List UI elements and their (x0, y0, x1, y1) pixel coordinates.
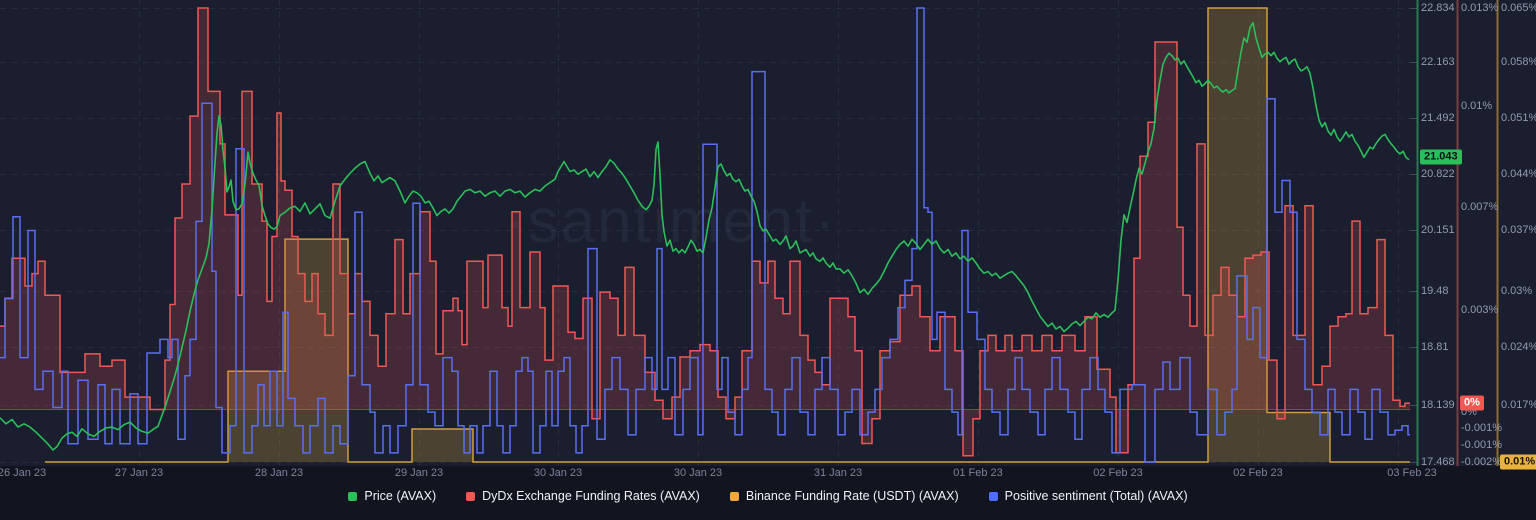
dydx-axis-tick-label: -0.001% (1461, 422, 1502, 434)
legend-label: Binance Funding Rate (USDT) (AVAX) (745, 489, 959, 503)
price-line (0, 21, 1410, 451)
x-axis-label: 02 Feb 23 (1093, 467, 1143, 479)
price-axis-tick-label: 18.81 (1421, 341, 1449, 353)
binance-axis-tick-label: 0.051% (1501, 112, 1536, 124)
x-axis-label: 03 Feb 23 (1387, 467, 1437, 479)
legend-label: Positive sentiment (Total) (AVAX) (1004, 489, 1188, 503)
price-axis-tick-label: 19.48 (1421, 285, 1449, 297)
dydx-current-value-badge: 0% (1460, 395, 1484, 411)
dydx-swatch-icon (466, 491, 476, 501)
legend-label: Price (AVAX) (364, 489, 437, 503)
binance-axis-tick-label: 0.037% (1501, 224, 1536, 236)
binance-area-fill (45, 8, 1410, 462)
binance-current-value-badge: 0.01% (1500, 454, 1536, 470)
dydx-axis-tick-label: 0.013% (1461, 2, 1499, 14)
dydx-area-fill (0, 8, 1410, 456)
dydx-axis-tick-label: -0.001% (1461, 439, 1502, 451)
price-axis-tick-label: 21.492 (1421, 112, 1455, 124)
binance-axis-tick-label: 0.03% (1501, 285, 1533, 297)
price-axis-tick-label: 20.822 (1421, 168, 1455, 180)
price-swatch-icon (348, 491, 358, 501)
binance-axis-tick-label: 0.024% (1501, 341, 1536, 353)
legend-item-price[interactable]: Price (AVAX) (348, 489, 436, 503)
dydx-line (0, 7, 1410, 457)
dydx-axis-tick-label: -0.002% (1461, 456, 1502, 468)
dydx-axis-tick-label: 0.007% (1461, 201, 1499, 213)
price-axis-tick-label: 18.139 (1421, 399, 1455, 411)
binance-axis-tick-label: 0.017% (1501, 399, 1536, 411)
legend-item-dydx-funding[interactable]: DyDx Exchange Funding Rates (AVAX) (466, 489, 700, 503)
x-axis-label: 26 Jan 23 (0, 467, 47, 479)
legend-item-binance-funding[interactable]: Binance Funding Rate (USDT) (AVAX) (729, 489, 959, 503)
price-axis-tick-label: 20.151 (1421, 224, 1455, 236)
dydx-axis-tick-label: 0.01% (1461, 100, 1493, 112)
sentiment-line (0, 7, 1410, 463)
x-axis-label: 28 Jan 23 (254, 467, 304, 479)
x-axis-label: 02 Feb 23 (1233, 467, 1283, 479)
price-axis-tick-label: 22.163 (1421, 56, 1455, 68)
legend-item-positive-sentiment[interactable]: Positive sentiment (Total) (AVAX) (988, 489, 1188, 503)
x-axis-label: 01 Feb 23 (953, 467, 1003, 479)
x-axis-label: 30 Jan 23 (533, 467, 583, 479)
price-axis-tick-label: 17.468 (1421, 456, 1455, 468)
binance-axis-tick-label: 0.058% (1501, 56, 1536, 68)
chart-canvas[interactable] (0, 0, 1536, 466)
legend-label: DyDx Exchange Funding Rates (AVAX) (482, 489, 700, 503)
x-axis-label: 27 Jan 23 (114, 467, 164, 479)
binance-swatch-icon (729, 491, 739, 501)
price-current-value-badge: 21.043 (1420, 149, 1462, 165)
binance-axis-tick-label: 0.044% (1501, 168, 1536, 180)
sentiment-swatch-icon (988, 491, 998, 501)
x-axis-label: 29 Jan 23 (394, 467, 444, 479)
binance-axis-tick-label: 0.065% (1501, 2, 1536, 14)
dydx-axis-tick-label: 0.003% (1461, 304, 1499, 316)
price-axis-tick-label: 22.834 (1421, 2, 1455, 14)
legend: Price (AVAX) DyDx Exchange Funding Rates… (0, 489, 1536, 503)
x-axis-label: 30 Jan 23 (673, 467, 723, 479)
x-axis-label: 31 Jan 23 (813, 467, 863, 479)
